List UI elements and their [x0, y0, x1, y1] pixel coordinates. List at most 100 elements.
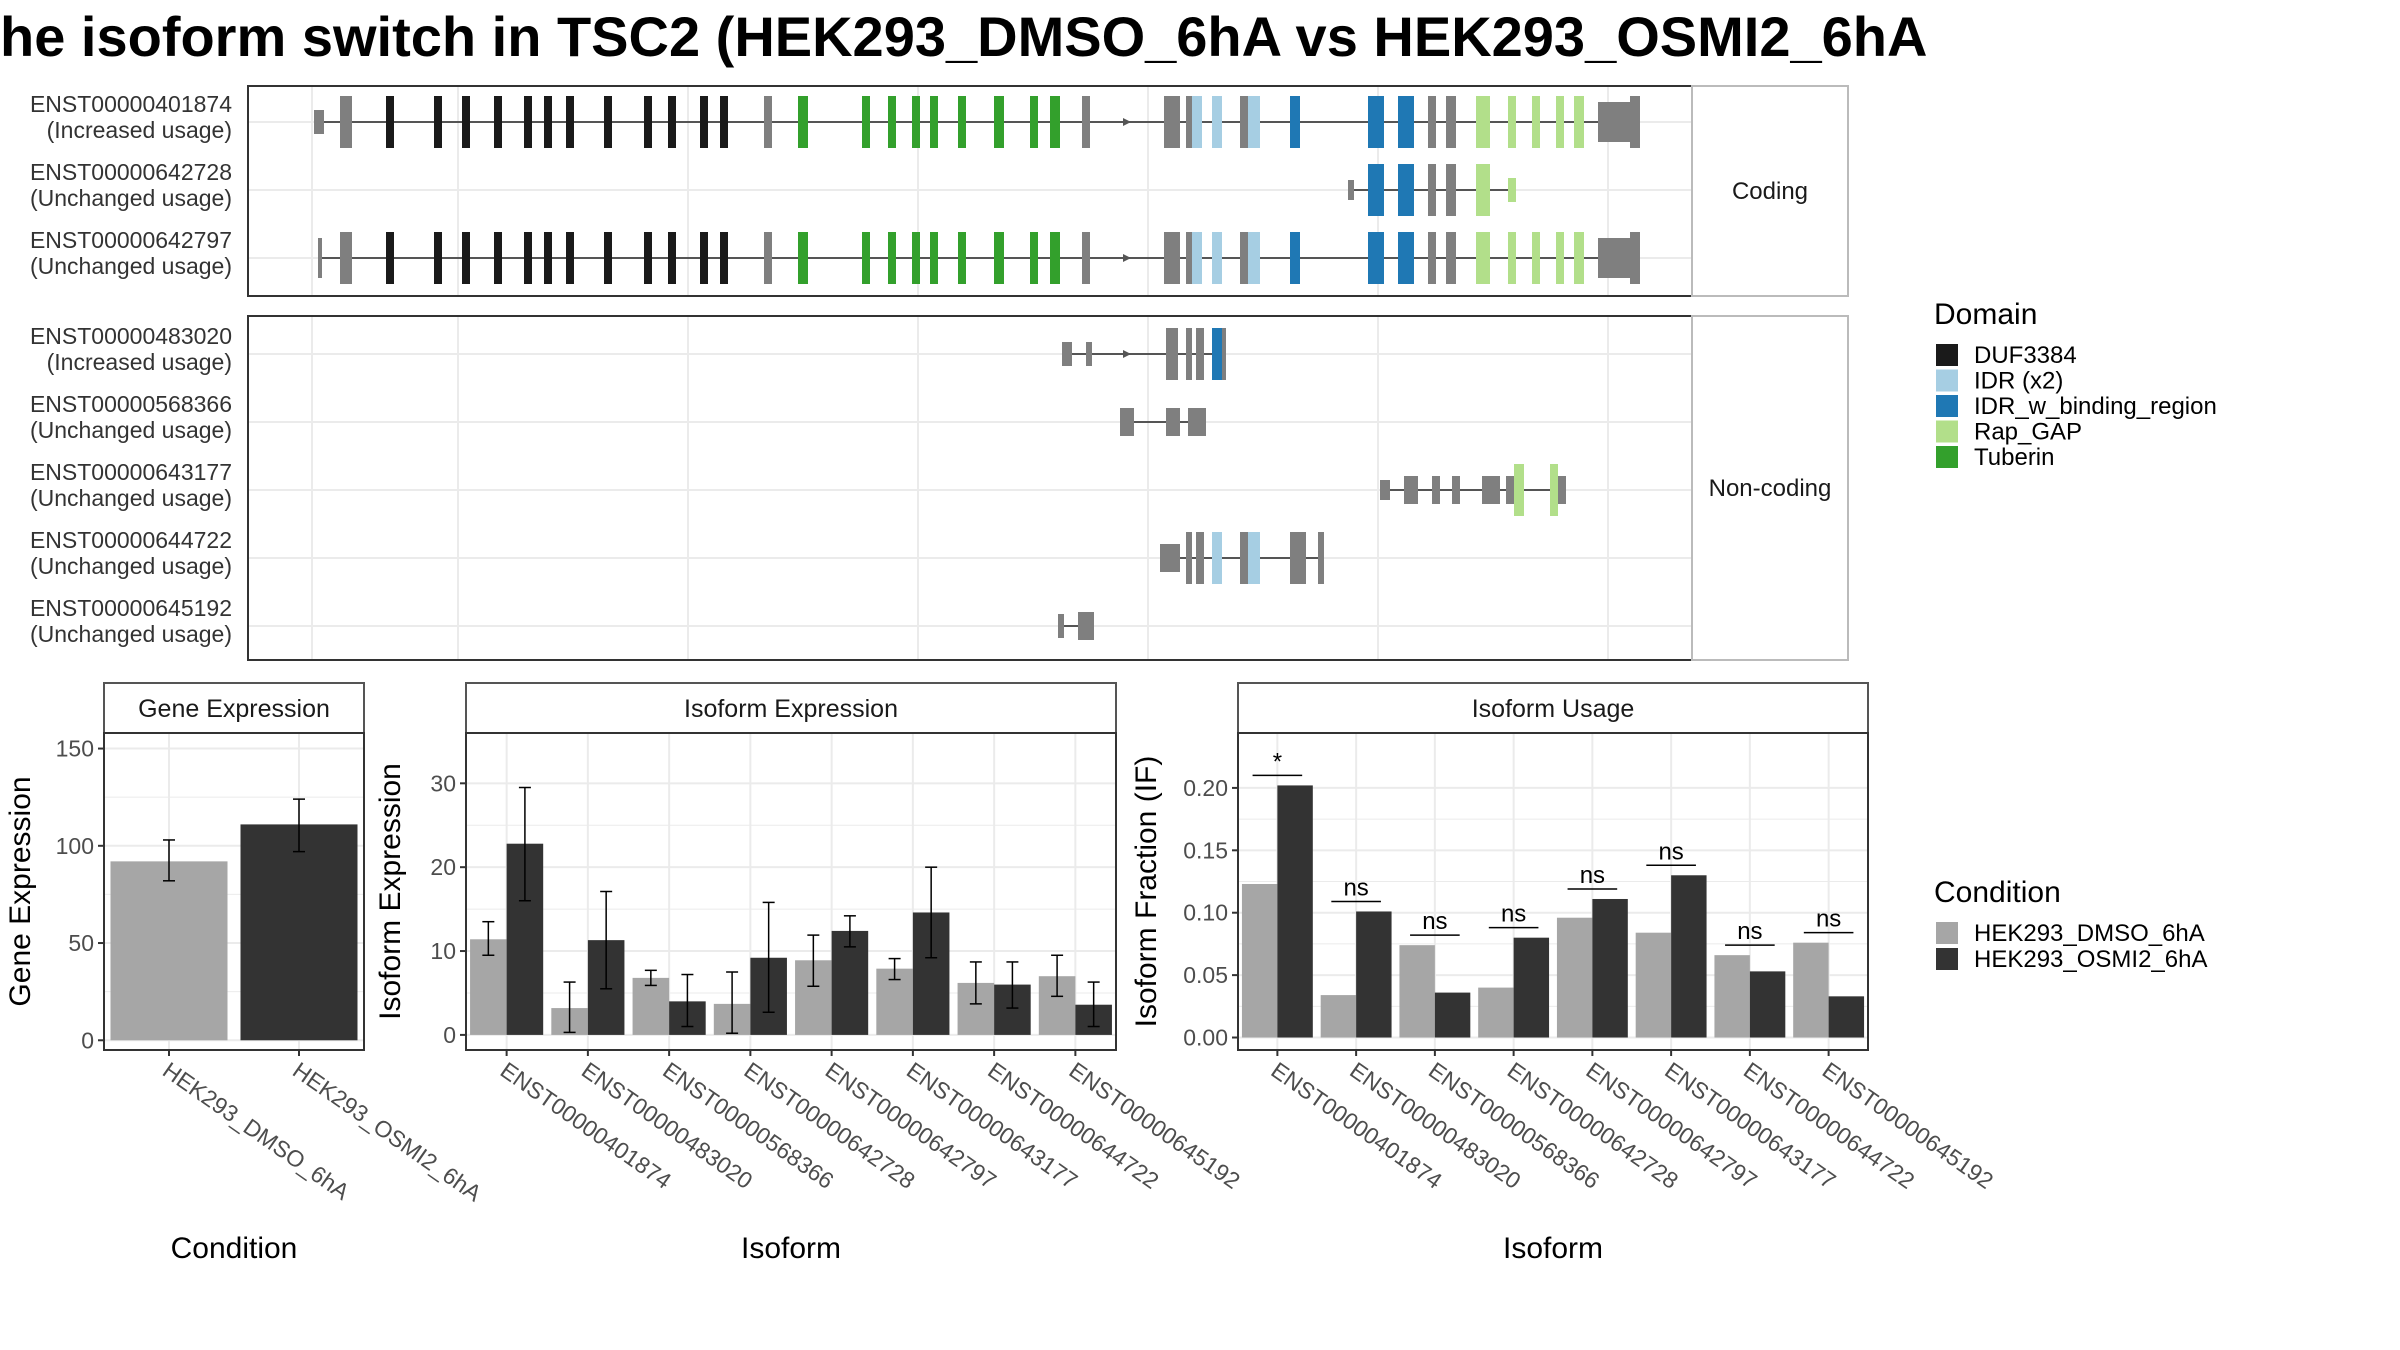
legend-title: Condition — [1934, 876, 2061, 909]
exon — [1082, 96, 1090, 148]
bar — [240, 824, 358, 1041]
significance-label: ns — [1343, 874, 1368, 901]
gene-expression-chart: Gene Expression050100150HEK293_DMSO_6hAH… — [4, 682, 487, 1265]
y-axis-label: Gene Expression — [4, 776, 37, 1006]
transcript-usage-label: (Unchanged usage) — [30, 485, 232, 511]
exon — [1212, 532, 1222, 584]
legend-swatch — [1936, 369, 1958, 392]
exon — [1432, 476, 1440, 504]
y-tick-label: 0.15 — [1183, 837, 1228, 863]
significance-label: ns — [1737, 918, 1762, 945]
bar — [1714, 955, 1750, 1038]
bar — [1277, 785, 1313, 1038]
strand-arrow — [1123, 254, 1131, 262]
exon — [720, 232, 728, 284]
x-axis-label: Isoform — [1503, 1232, 1603, 1265]
exon — [1506, 476, 1514, 504]
bar — [831, 930, 869, 1035]
facet-strip-label: Isoform Usage — [1472, 695, 1635, 723]
bar — [1241, 884, 1278, 1038]
exon — [912, 96, 920, 148]
exon — [1164, 232, 1180, 284]
structure-panel-coding: ENST00000401874(Increased usage) ENST0000… — [30, 85, 1849, 297]
exon — [1082, 232, 1090, 284]
exon — [994, 232, 1004, 284]
exon — [1574, 96, 1584, 148]
y-axis-label: Isoform Fraction (IF) — [1130, 756, 1163, 1028]
exon — [700, 96, 708, 148]
exon — [1160, 544, 1180, 572]
y-tick-label: 0 — [81, 1027, 94, 1053]
legend-swatch — [1936, 344, 1958, 366]
bar — [1434, 992, 1471, 1038]
exon — [1532, 232, 1540, 284]
exon — [1212, 328, 1222, 380]
legend-swatch — [1936, 922, 1958, 944]
exon — [1192, 232, 1202, 284]
exon — [1532, 96, 1540, 148]
transcript-id-label: ENST00000645192 — [30, 595, 232, 621]
y-tick-label: 100 — [56, 833, 94, 859]
y-tick-label: 10 — [430, 938, 456, 964]
exon — [1508, 178, 1516, 202]
exon — [1514, 464, 1524, 516]
exon — [1476, 232, 1490, 284]
exon — [1248, 232, 1260, 284]
exon — [1630, 232, 1640, 284]
bar — [1828, 996, 1865, 1038]
facet-strip — [1237, 682, 1869, 734]
exon — [318, 238, 322, 278]
exon — [1318, 532, 1324, 584]
transcript-usage-label: (Unchanged usage) — [30, 621, 232, 647]
isoform-usage-chart: Isoform Usage0.000.050.100.150.20*ENST00… — [1130, 682, 1998, 1265]
panel-background — [248, 316, 1692, 660]
legend-swatch — [1936, 420, 1958, 443]
significance-label: ns — [1580, 862, 1605, 889]
exon — [930, 96, 938, 148]
facet-strip-label: Coding — [1732, 178, 1808, 205]
facet-strip-label: Isoform Expression — [684, 695, 898, 723]
exon — [494, 232, 502, 284]
exon — [644, 232, 652, 284]
transcript-usage-label: (Unchanged usage) — [30, 253, 232, 279]
x-axis-label: Isoform — [741, 1232, 841, 1265]
significance-label: ns — [1501, 901, 1526, 928]
exon — [862, 96, 870, 148]
bar — [1320, 995, 1357, 1038]
isoform-structure-plot: ENST00000401874(Increased usage)ENST0000… — [30, 85, 1849, 661]
exon — [386, 96, 394, 148]
exon — [1428, 164, 1436, 216]
facet-strip-label: Gene Expression — [138, 695, 330, 723]
exon — [544, 96, 552, 148]
exon — [1508, 96, 1516, 148]
transcript-usage-label: (Unchanged usage) — [30, 185, 232, 211]
bar — [1749, 971, 1786, 1038]
exon — [494, 96, 502, 148]
legend-label: IDR (x2) — [1974, 368, 2063, 395]
transcript-usage-label: (Unchanged usage) — [30, 417, 232, 443]
exon — [1446, 232, 1456, 284]
exon — [566, 96, 574, 148]
exon — [1574, 232, 1584, 284]
exon — [888, 96, 896, 148]
exon — [888, 232, 896, 284]
bar — [1513, 937, 1550, 1038]
bar — [1399, 945, 1435, 1038]
exon — [1248, 532, 1260, 584]
figure-title: he isoform switch in TSC2 (HEK293_DMSO_6… — [0, 5, 1927, 68]
y-tick-label: 0.20 — [1183, 775, 1228, 801]
exon — [798, 232, 808, 284]
exon — [764, 96, 772, 148]
exon — [604, 232, 612, 284]
exon — [1050, 232, 1060, 284]
exon — [314, 110, 324, 134]
exon — [1290, 532, 1306, 584]
bar — [1635, 932, 1672, 1038]
exon — [1428, 232, 1436, 284]
exon — [1030, 96, 1038, 148]
significance-label: ns — [1422, 908, 1447, 935]
exon — [1404, 476, 1418, 504]
facet-strip — [103, 682, 365, 734]
